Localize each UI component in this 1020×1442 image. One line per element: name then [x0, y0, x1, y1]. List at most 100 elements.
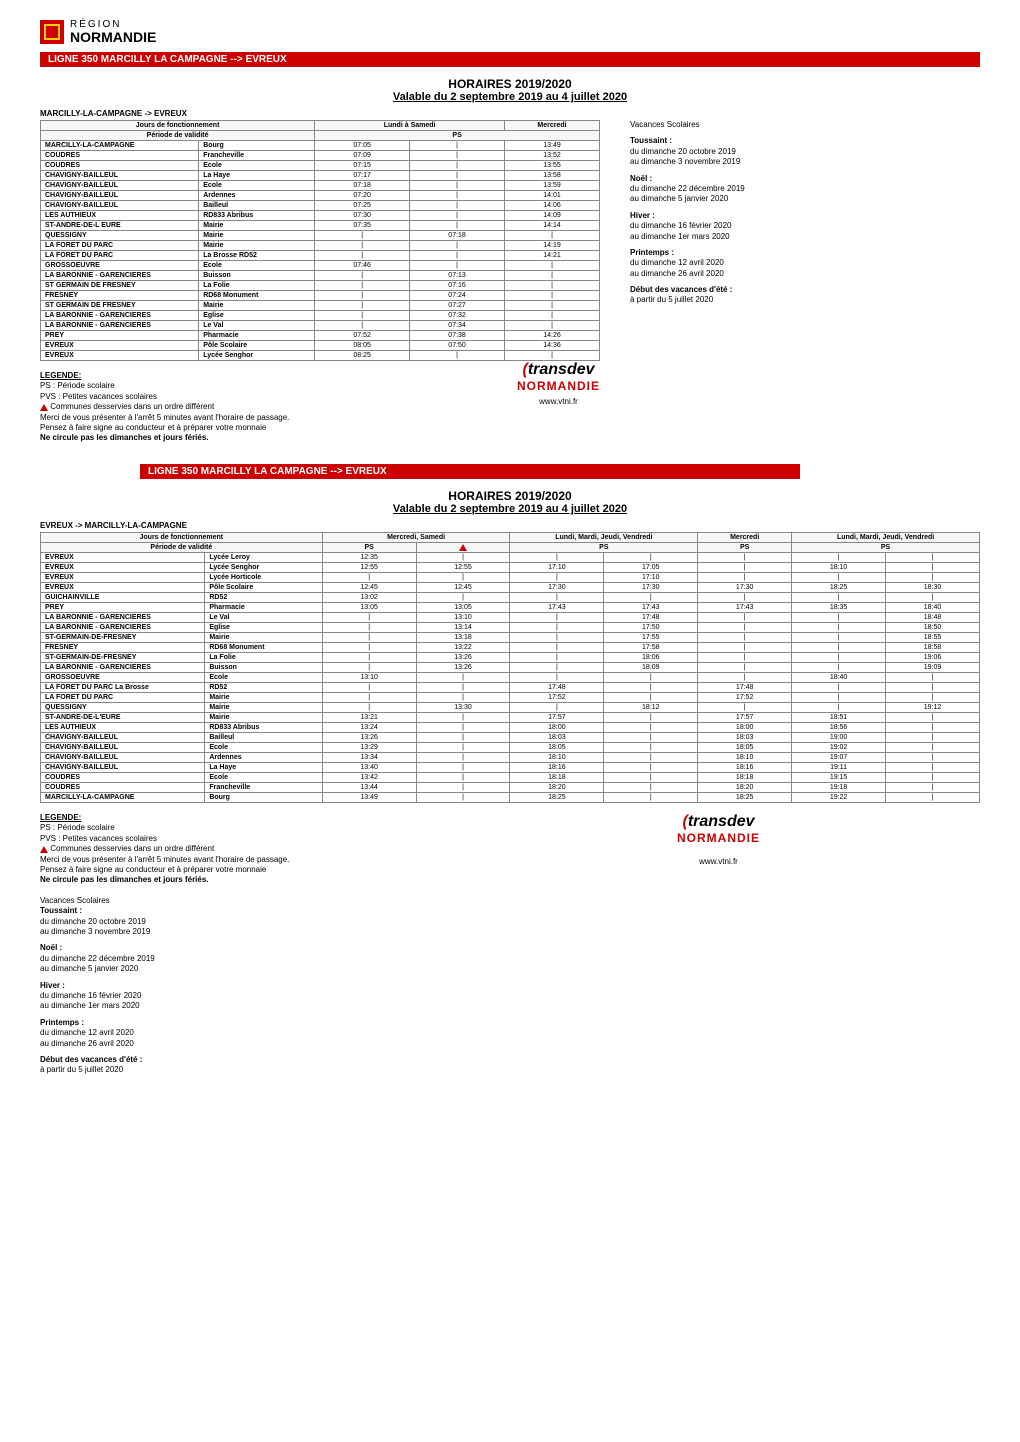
time-cell: 19:12: [886, 703, 980, 713]
time-cell: |: [505, 351, 600, 361]
time-cell: |: [604, 713, 698, 723]
time-cell: |: [416, 553, 510, 563]
stop-cell: LA BARONNIE - GARENCIERES: [41, 613, 205, 623]
legend-communes-text: Communes desservies dans un ordre différ…: [50, 402, 214, 411]
stop-cell: EVREUX: [41, 341, 199, 351]
ete-h: Début des vacances d'été :: [630, 285, 745, 295]
time-cell: 17:55: [604, 633, 698, 643]
time-cell: |: [886, 673, 980, 683]
time-cell: |: [322, 693, 416, 703]
time-cell: 12:55: [416, 563, 510, 573]
time-cell: 13:05: [416, 603, 510, 613]
place-cell: Lycée Leroy: [205, 553, 322, 563]
time-cell: 07:16: [410, 281, 505, 291]
time-cell: 17:05: [604, 563, 698, 573]
time-cell: |: [315, 271, 410, 281]
time-cell: |: [886, 743, 980, 753]
stop-cell: CHAVIGNY-BAILLEUL: [41, 171, 199, 181]
time-cell: |: [410, 171, 505, 181]
legend-pensez: Pensez à faire signe au conducteur et à …: [40, 423, 289, 433]
time-cell: 18:40: [886, 603, 980, 613]
line-banner-1: LIGNE 350 MARCILLY LA CAMPAGNE --> EVREU…: [40, 52, 980, 67]
time-cell: |: [698, 553, 792, 563]
time-cell: 07:27: [410, 301, 505, 311]
time-cell: 13:26: [322, 733, 416, 743]
time-cell: |: [792, 633, 886, 643]
noel-h: Noël :: [630, 174, 745, 184]
t1-head-periode: Période de validité: [41, 131, 315, 141]
time-cell: 07:25: [315, 201, 410, 211]
place-cell: Francheville: [199, 151, 315, 161]
triangle-icon-2: [459, 544, 467, 551]
stop-cell: LA BARONNIE - GARENCIERES: [41, 663, 205, 673]
time-cell: |: [322, 653, 416, 663]
table-row: LA BARONNIE - GARENCIERESEglise|07:32|: [41, 311, 600, 321]
place-cell: Eglise: [199, 311, 315, 321]
time-cell: 18:25: [698, 793, 792, 803]
time-cell: |: [322, 663, 416, 673]
table-row: QUESSIGNYMairie|07:18|: [41, 231, 600, 241]
time-cell: |: [505, 231, 600, 241]
time-cell: 12:55: [322, 563, 416, 573]
time-cell: 18:06: [604, 653, 698, 663]
time-cell: |: [416, 713, 510, 723]
time-cell: 18:35: [792, 603, 886, 613]
stop-cell: LA FORET DU PARC La Brosse: [41, 683, 205, 693]
time-cell: |: [416, 733, 510, 743]
time-cell: |: [698, 673, 792, 683]
time-cell: |: [410, 351, 505, 361]
time-cell: 18:20: [510, 783, 604, 793]
time-cell: 13:42: [322, 773, 416, 783]
transdev-www-1: www.vtni.fr: [517, 397, 600, 406]
place-cell: Le Val: [205, 613, 322, 623]
hiver-l1-b: du dimanche 16 février 2020: [40, 991, 980, 1001]
time-cell: 18:56: [792, 723, 886, 733]
time-cell: |: [510, 573, 604, 583]
time-cell: |: [416, 773, 510, 783]
place-cell: Lycée Senghor: [205, 563, 322, 573]
stop-cell: LA BARONNIE - GARENCIERES: [41, 311, 199, 321]
time-cell: 18:10: [698, 753, 792, 763]
time-cell: |: [322, 613, 416, 623]
place-cell: Pharmacie: [199, 331, 315, 341]
time-cell: |: [698, 633, 792, 643]
table-row: CHAVIGNY-BAILLEULArdennes13:34|18:10|18:…: [41, 753, 980, 763]
time-cell: |: [322, 703, 416, 713]
triangle-icon-3: [40, 846, 48, 853]
table-row: EVREUXLycée Horticole|||17:10|||: [41, 573, 980, 583]
t2-ps-tri: [416, 542, 510, 552]
time-cell: |: [315, 231, 410, 241]
place-cell: Pharmacie: [205, 603, 322, 613]
toussaint-h: Toussaint :: [630, 136, 745, 146]
time-cell: |: [315, 241, 410, 251]
stop-cell: COUDRES: [41, 773, 205, 783]
place-cell: Ecole: [205, 673, 322, 683]
t2-ps-3: PS: [698, 542, 792, 552]
place-cell: Lycée Senghor: [199, 351, 315, 361]
time-cell: |: [792, 643, 886, 653]
time-cell: |: [886, 783, 980, 793]
place-cell: Ecole: [205, 773, 322, 783]
legend-necircule: Ne circule pas les dimanches et jours fé…: [40, 433, 289, 443]
time-cell: |: [510, 673, 604, 683]
time-cell: 18:51: [792, 713, 886, 723]
t1-head-merc: Mercredi: [505, 121, 600, 131]
legend2-pensez: Pensez à faire signe au conducteur et à …: [40, 865, 289, 875]
table-row: LES AUTHIEUXRD833 Abribus07:30|14:09: [41, 211, 600, 221]
stop-cell: MARCILLY-LA-CAMPAGNE: [41, 793, 205, 803]
place-cell: RD833 Abribus: [205, 723, 322, 733]
holidays-bottom: Vacances Scolaires Toussaint : du dimanc…: [40, 896, 980, 1076]
table-row: CHAVIGNY-BAILLEULEcole07:18|13:59: [41, 181, 600, 191]
time-cell: 13:21: [322, 713, 416, 723]
t2-head-merc: Mercredi: [698, 532, 792, 542]
vac-label-b: Vacances Scolaires: [40, 896, 980, 906]
table-row: LES AUTHIEUXRD833 Abribus13:24|18:00|18:…: [41, 723, 980, 733]
time-cell: |: [505, 301, 600, 311]
legend-merci: Merci de vous présenter à l'arrêt 5 minu…: [40, 413, 289, 423]
time-cell: 18:16: [698, 763, 792, 773]
t2-head-periode: Période de validité: [41, 542, 323, 552]
time-cell: 13:49: [322, 793, 416, 803]
time-cell: 17:43: [510, 603, 604, 613]
time-cell: 18:55: [886, 633, 980, 643]
time-cell: |: [410, 191, 505, 201]
